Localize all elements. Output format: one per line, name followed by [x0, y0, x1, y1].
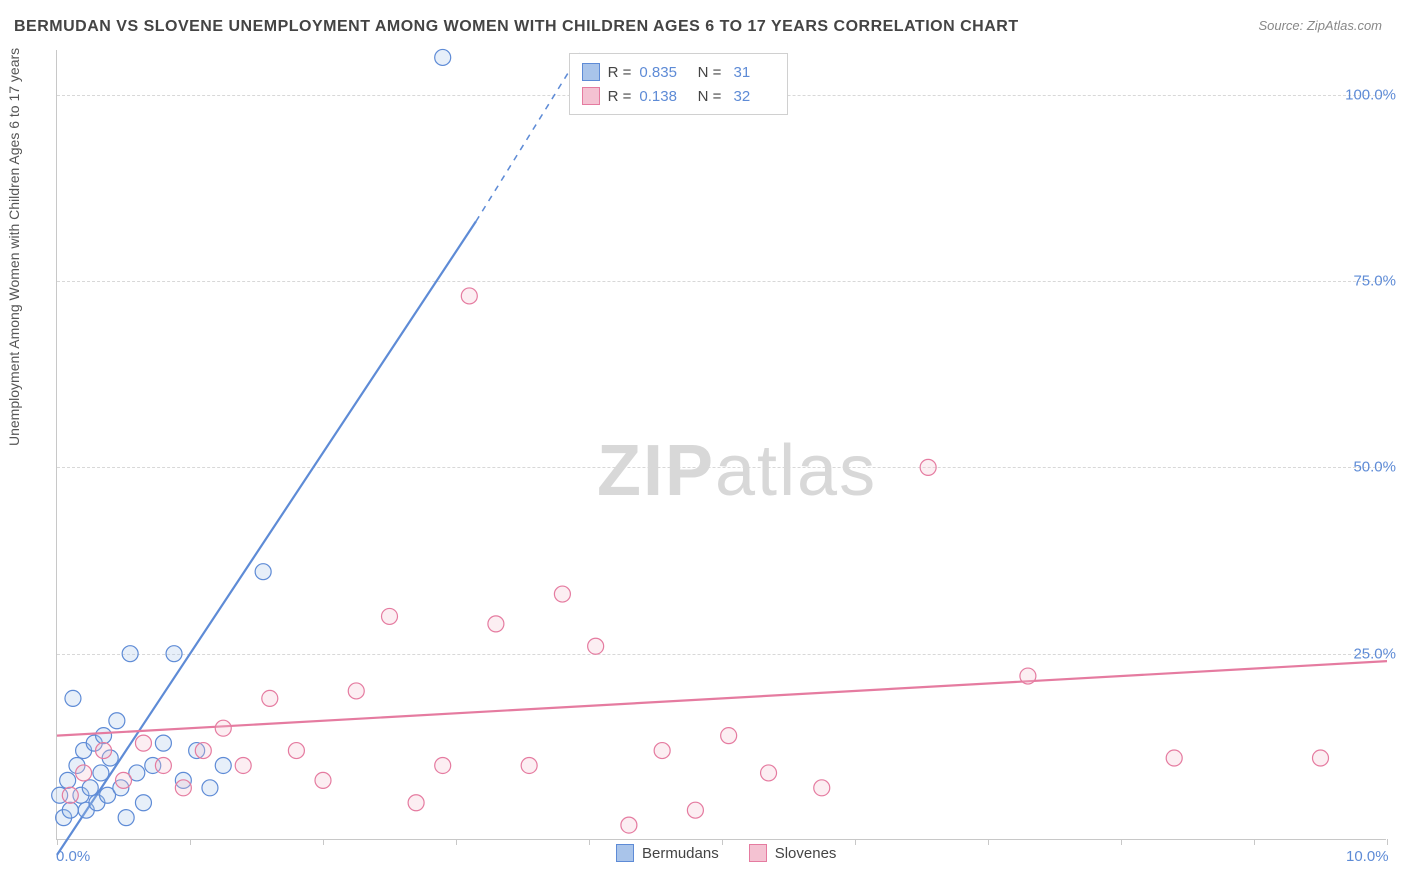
data-point	[255, 564, 271, 580]
plot-area: ZIPatlas R =0.835 N = 31R =0.138 N = 32	[56, 50, 1386, 840]
data-point	[155, 735, 171, 751]
data-point	[93, 765, 109, 781]
data-point	[215, 720, 231, 736]
legend-stats: R = 0.835 N = 31 R = 0.138 N = 32	[569, 53, 789, 115]
x-tick	[1387, 839, 1388, 845]
data-point	[262, 690, 278, 706]
data-point	[654, 743, 670, 759]
source-label: Source: ZipAtlas.com	[1258, 18, 1382, 33]
data-point	[621, 817, 637, 833]
data-point	[814, 780, 830, 796]
data-point	[62, 802, 78, 818]
chart-svg	[57, 50, 1386, 839]
data-point	[76, 765, 92, 781]
legend-label: Bermudans	[642, 845, 719, 862]
y-axis-label: Unemployment Among Women with Children A…	[6, 48, 22, 446]
data-point	[920, 459, 936, 475]
stat-n-value: 32	[729, 88, 775, 105]
y-tick-label: 50.0%	[1353, 459, 1396, 476]
data-point	[348, 683, 364, 699]
data-point	[1313, 750, 1329, 766]
legend-stats-row: R = 0.138 N = 32	[582, 84, 776, 108]
stat-n-label: N =	[693, 64, 721, 81]
data-point	[65, 690, 81, 706]
x-tick	[988, 839, 989, 845]
data-point	[761, 765, 777, 781]
legend-swatch	[616, 844, 634, 862]
x-tick-label: 0.0%	[56, 848, 90, 865]
data-point	[109, 713, 125, 729]
data-point	[195, 743, 211, 759]
chart-title: BERMUDAN VS SLOVENE UNEMPLOYMENT AMONG W…	[14, 18, 1019, 36]
stat-r-value: 0.138	[639, 88, 685, 105]
stat-n-value: 31	[729, 64, 775, 81]
legend-label: Slovenes	[775, 845, 837, 862]
data-point	[721, 728, 737, 744]
trend-line-slovenes	[57, 661, 1387, 736]
y-tick-label: 75.0%	[1353, 273, 1396, 290]
x-tick	[190, 839, 191, 845]
trend-line-bermudans	[57, 221, 476, 854]
stat-r-label: R =	[608, 88, 632, 105]
data-point	[82, 780, 98, 796]
legend-swatch	[582, 87, 600, 105]
data-point	[408, 795, 424, 811]
data-point	[155, 757, 171, 773]
data-point	[135, 735, 151, 751]
stat-r-label: R =	[608, 64, 632, 81]
x-tick	[323, 839, 324, 845]
x-tick	[1121, 839, 1122, 845]
x-tick	[456, 839, 457, 845]
data-point	[166, 646, 182, 662]
x-tick-label: 10.0%	[1346, 848, 1389, 865]
data-point	[687, 802, 703, 818]
data-point	[118, 810, 134, 826]
y-tick-label: 100.0%	[1345, 86, 1396, 103]
data-point	[122, 646, 138, 662]
legend-swatch	[749, 844, 767, 862]
data-point	[435, 757, 451, 773]
data-point	[315, 772, 331, 788]
data-point	[1166, 750, 1182, 766]
legend-item: Slovenes	[749, 844, 837, 862]
bottom-legend: Bermudans Slovenes	[616, 844, 836, 862]
data-point	[96, 728, 112, 744]
data-point	[235, 757, 251, 773]
data-point	[382, 608, 398, 624]
data-point	[60, 772, 76, 788]
data-point	[96, 743, 112, 759]
data-point	[62, 787, 78, 803]
y-tick-label: 25.0%	[1353, 645, 1396, 662]
trend-line-dash-bermudans	[476, 50, 582, 221]
legend-item: Bermudans	[616, 844, 719, 862]
data-point	[554, 586, 570, 602]
legend-stats-row: R = 0.835 N = 31	[582, 60, 776, 84]
data-point	[175, 780, 191, 796]
data-point	[135, 795, 151, 811]
x-tick	[57, 839, 58, 845]
data-point	[435, 49, 451, 65]
data-point	[588, 638, 604, 654]
stat-n-label: N =	[693, 88, 721, 105]
data-point	[521, 757, 537, 773]
data-point	[215, 757, 231, 773]
x-tick	[589, 839, 590, 845]
x-tick	[1254, 839, 1255, 845]
legend-swatch	[582, 63, 600, 81]
data-point	[202, 780, 218, 796]
stat-r-value: 0.835	[639, 64, 685, 81]
data-point	[461, 288, 477, 304]
data-point	[488, 616, 504, 632]
data-point	[1020, 668, 1036, 684]
x-tick	[855, 839, 856, 845]
data-point	[288, 743, 304, 759]
data-point	[116, 772, 132, 788]
